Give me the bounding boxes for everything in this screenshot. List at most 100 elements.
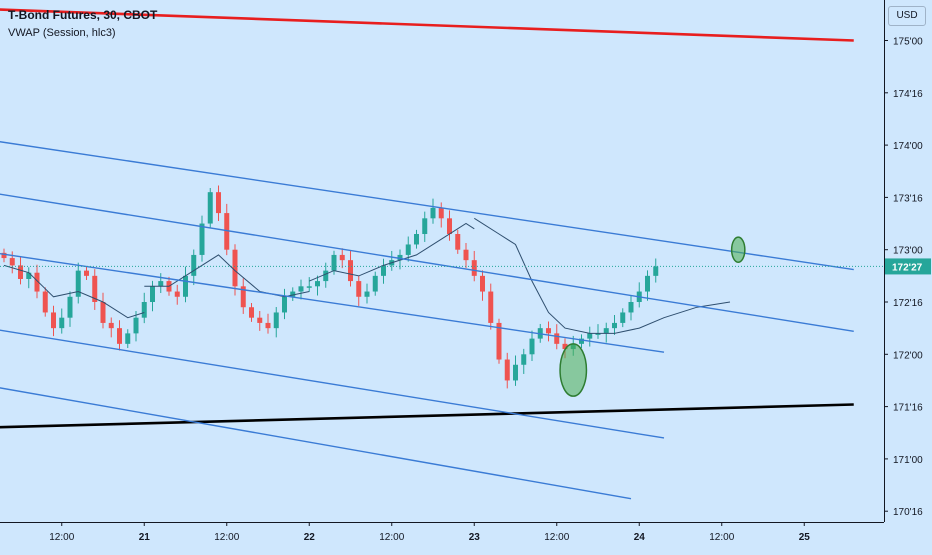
currency-button[interactable]: USD xyxy=(888,6,926,26)
candle-body xyxy=(612,322,617,329)
candle-body xyxy=(496,322,502,360)
plot-layer xyxy=(0,8,884,500)
y-tick-label: 173'00 xyxy=(893,246,923,257)
highlight-ellipse xyxy=(559,343,588,397)
channel-trend-line xyxy=(0,387,632,500)
y-tick-label: 174'00 xyxy=(893,141,923,152)
y-tick-label: 173'16 xyxy=(893,193,923,204)
candle-body xyxy=(92,275,98,302)
candle-body xyxy=(108,322,114,329)
candle-body xyxy=(356,281,362,297)
candle-body xyxy=(562,343,568,350)
y-tick-label: 172'00 xyxy=(893,350,923,361)
candle-body xyxy=(447,218,452,235)
candle-body xyxy=(207,192,213,224)
x-tick-label: 23 xyxy=(469,532,481,543)
y-tick-label: 175'00 xyxy=(893,37,923,48)
candle-body xyxy=(587,333,593,339)
candle-body xyxy=(645,275,650,292)
candle-body xyxy=(422,218,428,235)
candle-body xyxy=(199,223,205,255)
candle-body xyxy=(125,333,131,344)
candle-body xyxy=(323,270,329,282)
candle-body xyxy=(546,328,551,334)
candle-body xyxy=(315,281,320,287)
vwap-line xyxy=(309,222,475,282)
candle-body xyxy=(42,291,48,313)
x-tick-label: 12:00 xyxy=(544,532,569,543)
candle-body xyxy=(290,291,296,297)
candle-body xyxy=(438,207,444,219)
candle-body xyxy=(183,275,188,297)
candle-body xyxy=(513,364,518,381)
candle-body xyxy=(84,270,89,276)
candle-body xyxy=(26,272,32,279)
candle-body xyxy=(529,338,535,355)
x-tick-label: 12:00 xyxy=(709,532,734,543)
candle-body xyxy=(117,328,122,344)
price-axis-background xyxy=(884,0,932,550)
candle-body xyxy=(240,286,246,308)
candle-body xyxy=(463,249,469,261)
candle-body xyxy=(579,338,584,344)
candle-body xyxy=(595,333,601,335)
candle-body xyxy=(158,281,164,287)
candle-body xyxy=(381,265,386,276)
current-price-label: 172'27 xyxy=(892,262,923,273)
candle-body xyxy=(331,254,337,271)
channel-trend-line xyxy=(0,193,854,332)
candle-body xyxy=(504,359,510,381)
candle-body xyxy=(653,266,659,276)
x-tick-label: 12:00 xyxy=(379,532,404,543)
candle-body xyxy=(488,291,494,323)
candle-body xyxy=(397,254,403,261)
candle-body xyxy=(554,333,560,344)
candle-body xyxy=(339,254,345,261)
candle-body xyxy=(405,244,411,255)
candle-body xyxy=(414,234,419,245)
x-tick-label: 12:00 xyxy=(214,532,239,543)
candle-body xyxy=(174,291,180,297)
vwap-line xyxy=(474,217,731,334)
candle-body xyxy=(348,260,353,282)
channel-trend-line xyxy=(0,141,854,271)
candle-body xyxy=(282,296,287,313)
candle-body xyxy=(59,317,65,329)
candle-body xyxy=(620,312,626,323)
plot-background xyxy=(0,0,884,522)
candle-body xyxy=(18,265,23,279)
candle-body xyxy=(372,275,378,292)
candle-body xyxy=(133,317,139,334)
candle-body xyxy=(257,317,263,323)
y-tick-label: 170'16 xyxy=(893,507,923,518)
resistance-trend-line xyxy=(0,8,854,42)
candle-body xyxy=(298,286,304,292)
channel-trend-line xyxy=(0,252,665,353)
candle-body xyxy=(480,275,485,292)
candle-body xyxy=(51,312,56,329)
candle-body xyxy=(628,302,634,313)
x-tick-label: 22 xyxy=(304,532,316,543)
candle-body xyxy=(471,260,477,276)
candle-body xyxy=(191,254,197,276)
y-tick-label: 174'16 xyxy=(893,89,923,100)
x-tick-label: 21 xyxy=(139,532,151,543)
candle-body xyxy=(34,272,40,292)
indicator-legend[interactable]: VWAP (Session, hlc3) xyxy=(8,27,116,39)
y-tick-label: 171'16 xyxy=(893,403,923,414)
candle-body xyxy=(265,322,271,329)
candle-body xyxy=(521,354,527,365)
vwap-line xyxy=(3,264,145,319)
candle-body xyxy=(1,252,7,259)
y-tick-label: 172'16 xyxy=(893,298,923,309)
candle-body xyxy=(364,291,370,297)
x-tick-label: 25 xyxy=(799,532,811,543)
candle-body xyxy=(100,302,106,323)
support-trend-line xyxy=(0,403,854,429)
channel-trend-line xyxy=(0,329,665,439)
current-price-tag xyxy=(885,258,931,275)
candle-body xyxy=(150,286,155,302)
candle-body xyxy=(67,296,73,318)
